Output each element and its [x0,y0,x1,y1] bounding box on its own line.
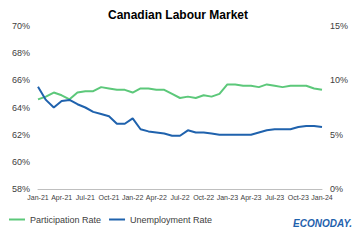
svg-text:Jan-22: Jan-22 [122,194,144,201]
svg-text:60%: 60% [12,157,30,167]
svg-text:70%: 70% [12,21,30,31]
svg-text:10%: 10% [330,75,348,85]
svg-text:Canadian Labour Market: Canadian Labour Market [108,8,248,22]
svg-text:62%: 62% [12,130,30,140]
svg-text:Oct-21: Oct-21 [98,194,119,201]
svg-text:Jul-23: Jul-23 [265,194,284,201]
svg-text:0%: 0% [330,184,343,194]
svg-text:15%: 15% [330,21,348,31]
svg-text:Jan-21: Jan-21 [27,194,49,201]
svg-text:5%: 5% [330,130,343,140]
svg-text:Participation Rate: Participation Rate [30,215,101,225]
svg-text:Unemployment Rate: Unemployment Rate [130,215,212,225]
svg-text:64%: 64% [12,103,30,113]
svg-text:Jul-21: Jul-21 [76,194,95,201]
svg-text:Oct-23: Oct-23 [288,194,309,201]
svg-text:66%: 66% [12,75,30,85]
svg-text:Apr-22: Apr-22 [146,194,167,202]
svg-text:Jan-23: Jan-23 [217,194,239,201]
svg-text:Apr-23: Apr-23 [240,194,261,202]
svg-text:58%: 58% [12,184,30,194]
svg-text:Jan-24: Jan-24 [311,194,333,201]
svg-text:Oct-22: Oct-22 [193,194,214,201]
svg-text:Apr-21: Apr-21 [51,194,72,202]
svg-text:Jul-22: Jul-22 [170,194,189,201]
svg-text:ECONODAY.: ECONODAY. [293,218,352,229]
svg-text:68%: 68% [12,48,30,58]
